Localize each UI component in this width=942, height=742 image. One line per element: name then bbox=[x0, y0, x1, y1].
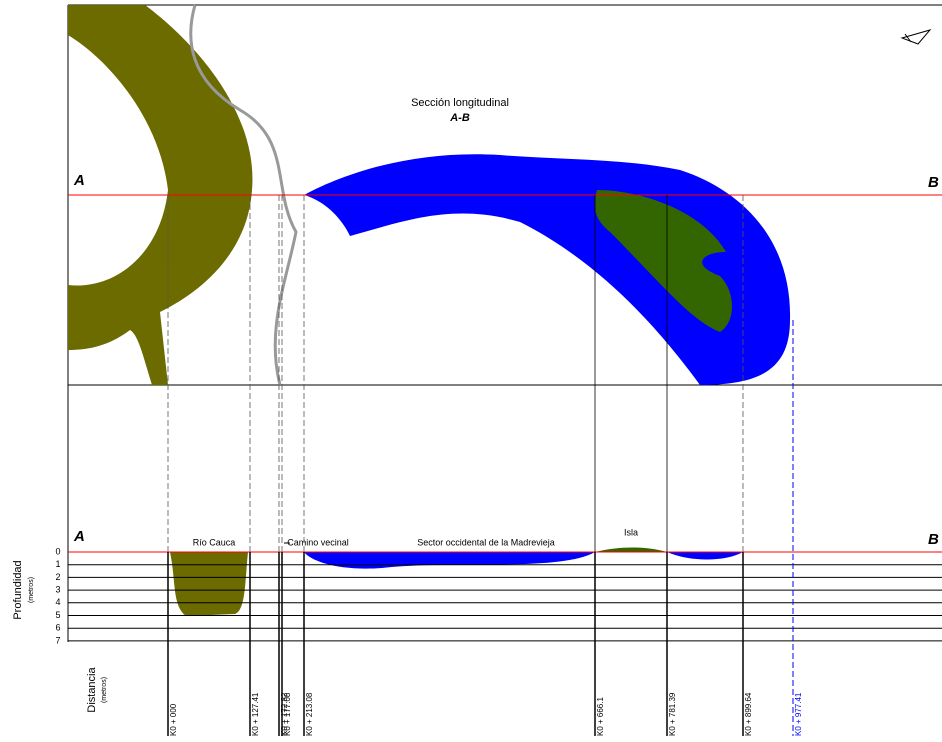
island-profile bbox=[595, 547, 667, 552]
depth-tick-label: 4 bbox=[55, 597, 60, 607]
area-label: Río Cauca bbox=[193, 537, 236, 547]
depth-title: Profundidad bbox=[12, 560, 24, 619]
station-label: K0 + 000 bbox=[169, 703, 178, 736]
plan-start: A bbox=[73, 172, 85, 189]
lagoon-profile bbox=[667, 552, 743, 560]
distance-unit: (metros) bbox=[101, 677, 108, 703]
station-label: K0 + 666.1 bbox=[596, 697, 605, 736]
lagoon bbox=[304, 154, 791, 385]
depth-tick-label: 6 bbox=[55, 623, 60, 633]
depth-unit: (metros) bbox=[28, 577, 35, 603]
depth-tick-label: 3 bbox=[55, 584, 60, 594]
title: Sección longitudinal bbox=[411, 97, 509, 109]
area-label: Camino vecinal bbox=[287, 537, 349, 547]
depth-tick-label: 2 bbox=[55, 572, 60, 582]
north-arrow bbox=[900, 29, 932, 45]
lagoon-profile bbox=[304, 552, 595, 569]
river-profile bbox=[170, 552, 248, 616]
station-label: K0 + 177.08 bbox=[283, 692, 292, 736]
profile-end: B bbox=[928, 531, 939, 548]
station-label: K0 + 127.41 bbox=[251, 692, 260, 736]
plan-end: B bbox=[928, 174, 939, 191]
area-label: Isla bbox=[624, 527, 638, 537]
distance-title: Distancia bbox=[86, 667, 98, 713]
station-label: K0 + 172.82 bbox=[280, 692, 289, 736]
station-label: K0 + 977.41 bbox=[794, 692, 803, 736]
depth-tick-label: 5 bbox=[55, 610, 60, 620]
profile-start: A bbox=[73, 528, 85, 545]
station-label: K0 + 899.64 bbox=[744, 692, 753, 736]
river-plan bbox=[68, 5, 253, 385]
island bbox=[594, 190, 732, 332]
subtitle: A-B bbox=[449, 112, 470, 124]
depth-tick-label: 0 bbox=[55, 546, 60, 556]
area-label: Sector occidental de la Madrevieja bbox=[417, 537, 555, 547]
station-label: K0 + 213.08 bbox=[305, 692, 314, 736]
depth-tick-label: 7 bbox=[55, 635, 60, 645]
depth-tick-label: 1 bbox=[55, 559, 60, 569]
station-label: K0 + 781.39 bbox=[668, 692, 677, 736]
